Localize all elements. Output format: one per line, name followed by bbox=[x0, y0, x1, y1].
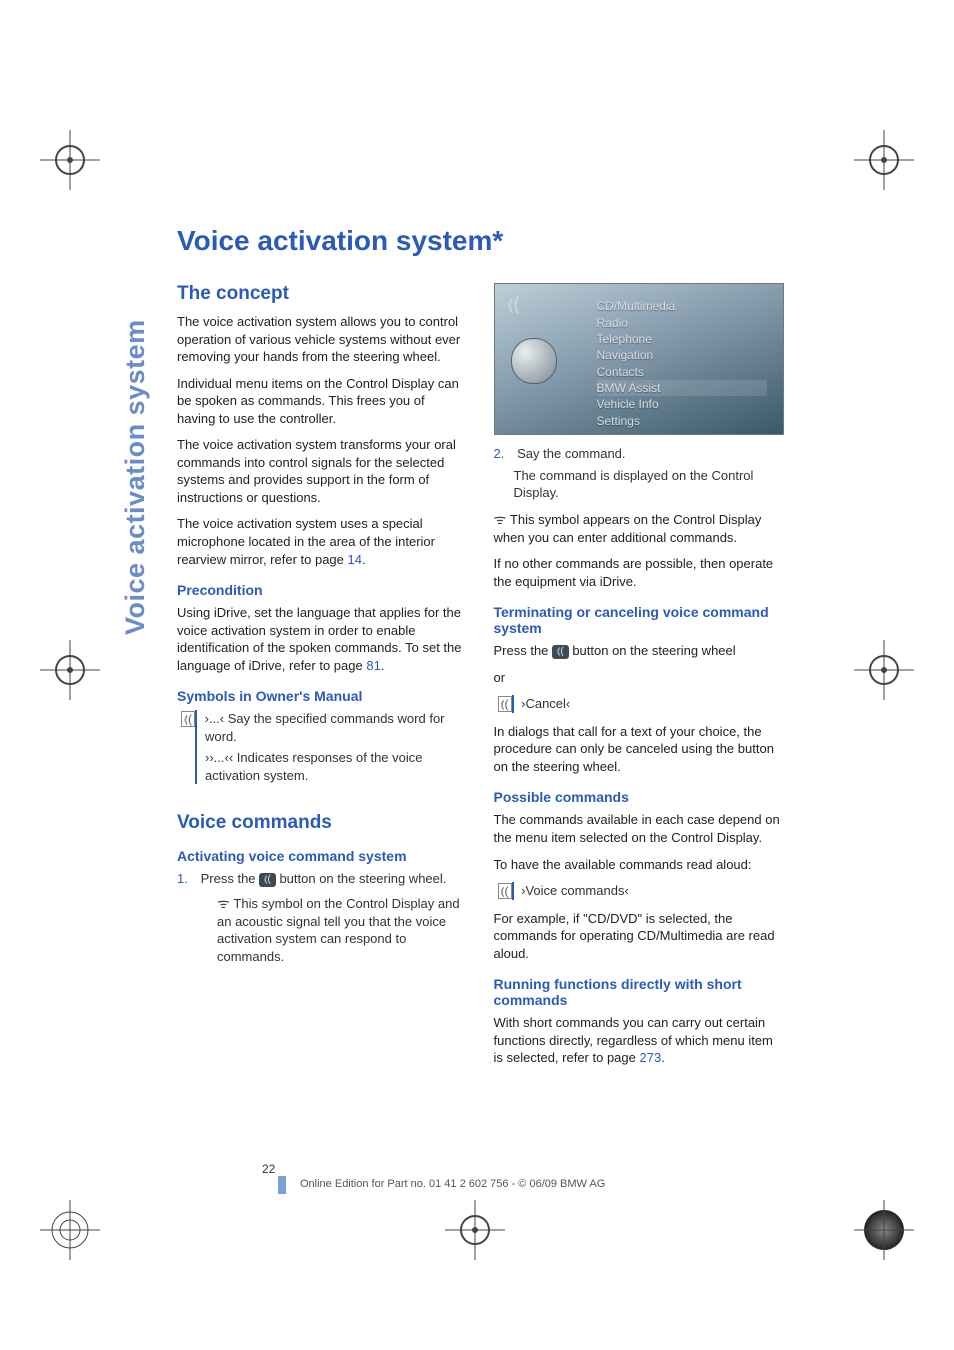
possible-p2: To have the available commands read alou… bbox=[494, 856, 783, 874]
menu-telephone: Telephone bbox=[597, 331, 767, 347]
voice-icon: ⦅( bbox=[498, 883, 512, 899]
precondition-p: Using iDrive, set the language that appl… bbox=[177, 604, 466, 674]
page-number-bar bbox=[278, 1176, 286, 1194]
symbol-item-response: ››...‹‹ Indicates responses of the voice… bbox=[205, 749, 466, 784]
crop-mark-top-right bbox=[854, 130, 914, 190]
no-other-commands-p: If no other commands are possible, then … bbox=[494, 555, 783, 590]
symbol-appears-p: ᯤ This symbol appears on the Control Dis… bbox=[494, 510, 783, 546]
heading-concept: The concept bbox=[177, 283, 466, 305]
crop-mark-bot-left bbox=[40, 1200, 100, 1260]
step-1-detail: ᯤ This symbol on the Control Display and… bbox=[197, 894, 466, 966]
voice-icon: ⦅( bbox=[498, 696, 512, 712]
crop-mark-top-left bbox=[40, 130, 100, 190]
step-num-2: 2. bbox=[494, 445, 514, 463]
voice-button-icon: ⦅( bbox=[259, 873, 276, 887]
step-2-detail: The command is displayed on the Control … bbox=[514, 467, 783, 502]
heading-short-commands: Running functions directly with short co… bbox=[494, 976, 783, 1008]
symbols-block: ⦅( ›...‹ Say the specified commands word… bbox=[195, 710, 466, 784]
crop-mark-mid-left bbox=[40, 640, 100, 700]
page-number: 22 bbox=[262, 1162, 275, 1176]
cancel-block: ⦅( ›Cancel‹ bbox=[512, 695, 783, 713]
screenshot-knob-icon bbox=[511, 338, 557, 384]
possible-p1: The commands available in each case depe… bbox=[494, 811, 783, 846]
idrive-screenshot: ⦅( CD/Multimedia Radio Telephone Navigat… bbox=[494, 283, 784, 435]
cancel-command: ⦅( ›Cancel‹ bbox=[522, 695, 783, 713]
crop-mark-bot-center bbox=[445, 1200, 505, 1260]
term-press-p: Press the ⦅( button on the steering whee… bbox=[494, 642, 783, 660]
concept-p4: The voice activation system uses a speci… bbox=[177, 515, 466, 568]
heading-voice-commands: Voice commands bbox=[177, 812, 466, 834]
menu-cdmultimedia: CD/Multimedia bbox=[597, 298, 767, 314]
heading-possible: Possible commands bbox=[494, 789, 783, 805]
voice-button-icon: ⦅( bbox=[552, 645, 569, 659]
crop-mark-bot-right bbox=[854, 1200, 914, 1260]
concept-p1: The voice activation system allows you t… bbox=[177, 313, 466, 366]
term-or: or bbox=[494, 669, 783, 687]
page-title: Voice activation system* bbox=[177, 225, 782, 257]
side-tab-title: Voice activation system bbox=[120, 225, 150, 635]
page-link-81[interactable]: 81 bbox=[366, 658, 380, 673]
concept-p3: The voice activation system transforms y… bbox=[177, 436, 466, 506]
heading-activating: Activating voice command system bbox=[177, 848, 466, 864]
page-link-273[interactable]: 273 bbox=[639, 1050, 661, 1065]
concept-p2: Individual menu items on the Control Dis… bbox=[177, 375, 466, 428]
menu-navigation: Navigation bbox=[597, 347, 767, 363]
menu-vehicleinfo: Vehicle Info bbox=[597, 396, 767, 412]
footer-text: Online Edition for Part no. 01 41 2 602 … bbox=[300, 1178, 605, 1190]
heading-precondition: Precondition bbox=[177, 582, 466, 598]
step-2: 2. Say the command. The command is displ… bbox=[494, 445, 783, 502]
short-commands-p: With short commands you can carry out ce… bbox=[494, 1014, 783, 1067]
term-dialog-p: In dialogs that call for a text of your … bbox=[494, 723, 783, 776]
content-area: Voice activation system* The concept The… bbox=[177, 225, 782, 1076]
heading-symbols: Symbols in Owner's Manual bbox=[177, 688, 466, 704]
menu-bmwassist: BMW Assist bbox=[597, 380, 767, 396]
screenshot-arrow-icon: ⦅( bbox=[508, 294, 520, 315]
menu-radio: Radio bbox=[597, 314, 767, 330]
page: Voice activation system Voice activation… bbox=[0, 0, 954, 1350]
possible-command: ⦅( ›Voice commands‹ bbox=[522, 882, 783, 900]
voice-waiting-icon: ᯤ bbox=[217, 895, 230, 911]
voice-icon: ⦅( bbox=[181, 711, 195, 727]
voice-waiting-icon: ᯤ bbox=[494, 511, 507, 527]
symbol-item-say: ⦅( ›...‹ Say the specified commands word… bbox=[205, 710, 466, 745]
step-num-1: 1. bbox=[177, 870, 197, 888]
menu-contacts: Contacts bbox=[597, 364, 767, 380]
heading-terminating: Terminating or canceling voice command s… bbox=[494, 604, 783, 636]
page-link-14[interactable]: 14 bbox=[348, 552, 362, 567]
screenshot-menu: CD/Multimedia Radio Telephone Navigation… bbox=[597, 298, 767, 429]
crop-mark-mid-right bbox=[854, 640, 914, 700]
possible-cmd-block: ⦅( ›Voice commands‹ bbox=[512, 882, 783, 900]
menu-settings: Settings bbox=[597, 413, 767, 429]
step-1: 1. Press the ⦅( button on the steering w… bbox=[177, 870, 466, 965]
possible-example-p: For example, if "CD/DVD" is selected, th… bbox=[494, 910, 783, 963]
